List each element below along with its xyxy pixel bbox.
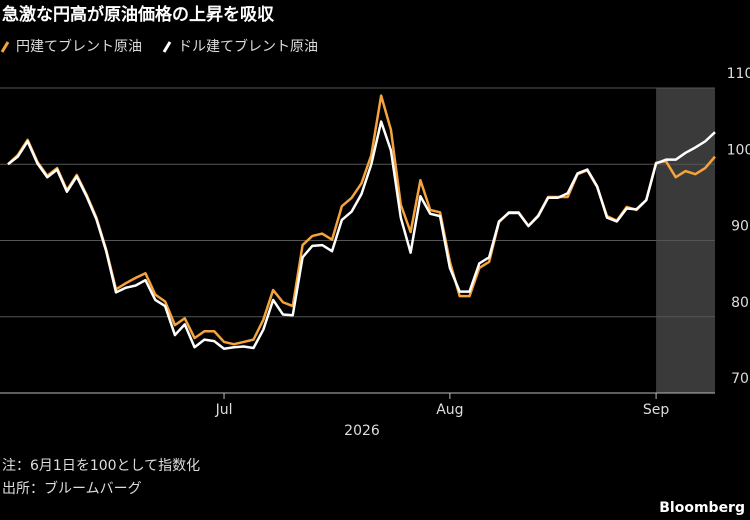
legend-label: 円建てブレント原油	[16, 38, 142, 55]
y-tick-label: 80	[731, 295, 749, 311]
source: 出所：ブルームバーグ	[2, 480, 142, 497]
x-axis-label: 2026	[344, 423, 380, 439]
x-tick-label: Aug	[436, 402, 463, 418]
y-tick-label: 110	[727, 66, 750, 82]
note: 注：6月1日を100として指数化	[2, 458, 200, 474]
x-tick-label: Jul	[215, 402, 233, 418]
legend-swatch	[162, 41, 172, 53]
brand: Bloomberg	[659, 500, 745, 516]
legend-swatch	[0, 41, 10, 53]
y-tick-label: 70	[731, 371, 749, 387]
x-tick-label: Sep	[643, 402, 670, 418]
chart-title: 急激な円高が原油価格の上昇を吸収	[2, 4, 275, 25]
legend-label: ドル建てブレント原油	[178, 38, 318, 55]
series-line	[7, 120, 716, 351]
y-tick-label: 100	[727, 142, 750, 158]
y-tick-label: 90	[731, 219, 749, 235]
